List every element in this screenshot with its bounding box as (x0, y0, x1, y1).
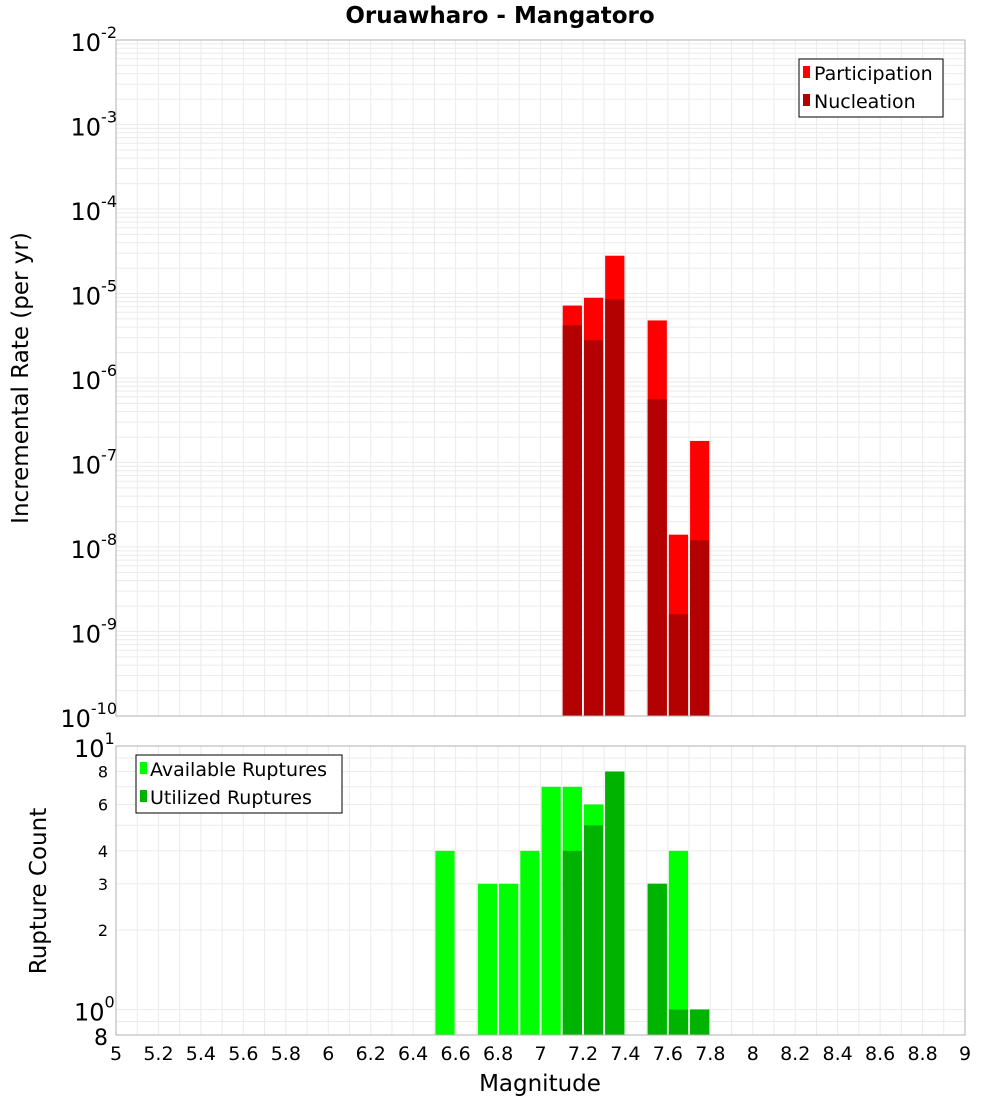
available-ruptures-bar (477, 883, 498, 1035)
x-tick-label: 6.4 (398, 1043, 428, 1065)
chart-title: Oruawharo - Mangatoro (345, 3, 654, 29)
x-tick-label: 8.2 (780, 1043, 810, 1065)
utilized-ruptures-bar (690, 1009, 710, 1035)
bottom-y-minor-tick-label: 8 (94, 1026, 108, 1051)
legend-swatch (803, 66, 810, 78)
utilized-ruptures-bar (668, 1009, 689, 1035)
tick-base: 10 (71, 114, 102, 142)
x-tick-label: 8 (747, 1043, 759, 1065)
nucleation-bar (562, 325, 582, 716)
x-tick-label: 6.8 (483, 1043, 513, 1065)
available-ruptures-bar (668, 850, 689, 1035)
available-ruptures-bar (499, 883, 519, 1035)
x-tick-label: 8.4 (823, 1043, 853, 1065)
top-y-tick-label: 10-7 (71, 446, 118, 480)
nucleation-bar (583, 340, 604, 716)
top-legend-box (798, 58, 944, 118)
x-tick-label: 7 (534, 1043, 546, 1065)
bottom-plot-frame (115, 745, 966, 1036)
bottom-y-minor-tick-label: 6 (98, 795, 108, 814)
bottom-y-tick-label: 101 (74, 729, 115, 763)
top-y-tick-label: 10-9 (71, 615, 118, 649)
bottom-y-minor-tick-label: 4 (98, 842, 108, 861)
top-y-tick-label: 10-10 (60, 699, 117, 733)
legend-label: Nucleation (814, 91, 916, 113)
tick-exponent: -7 (101, 446, 117, 465)
x-axis-label: Magnitude (479, 1071, 601, 1097)
x-tick-label: 8.8 (907, 1043, 937, 1065)
bottom-y-minor-tick-label: 8 (98, 763, 108, 782)
x-tick-label: 5.2 (143, 1043, 173, 1065)
tick-exponent: -4 (101, 192, 117, 211)
legend-label: Utilized Ruptures (150, 787, 312, 809)
tick-exponent: -10 (91, 699, 117, 718)
top-y-tick-label: 10-3 (71, 108, 118, 142)
x-tick-label: 5 (110, 1043, 122, 1065)
legend-swatch (140, 762, 147, 774)
tick-exponent: -5 (101, 277, 117, 296)
legend-label: Participation (814, 63, 933, 85)
tick-exponent: -8 (101, 530, 117, 549)
tick-exponent: -3 (101, 108, 117, 127)
tick-exponent: -2 (101, 23, 117, 42)
top-plot-frame (115, 39, 966, 717)
tick-exponent: 1 (105, 729, 115, 748)
utilized-ruptures-bar (605, 771, 625, 1035)
top-y-tick-label: 10-5 (71, 277, 118, 311)
top-y-tick-label: 10-4 (71, 192, 118, 226)
tick-exponent: -6 (101, 361, 117, 380)
bottom-y-tick-label: 100 (74, 992, 115, 1026)
x-tick-label: 7.4 (610, 1043, 640, 1065)
tick-exponent: 0 (105, 992, 115, 1011)
tick-base: 10 (71, 621, 102, 649)
bottom-y-axis-label: Rupture Count (26, 808, 52, 974)
tick-base: 10 (71, 367, 102, 395)
nucleation-bar (647, 399, 667, 716)
tick-base: 10 (74, 998, 105, 1026)
tick-base: 10 (71, 452, 102, 480)
legend-swatch (140, 790, 147, 802)
x-tick-label: 6 (322, 1043, 334, 1065)
nucleation-bar (690, 540, 710, 716)
utilized-ruptures-bar (583, 825, 604, 1035)
x-tick-label: 9 (959, 1043, 971, 1065)
tick-base: 10 (71, 283, 102, 311)
x-tick-label: 7.6 (653, 1043, 683, 1065)
tick-base: 10 (71, 198, 102, 226)
bottom-y-minor-tick-label: 3 (98, 875, 108, 894)
utilized-ruptures-bar (562, 850, 582, 1035)
x-tick-label: 8.6 (865, 1043, 895, 1065)
available-ruptures-bar (520, 850, 540, 1035)
top-y-tick-label: 10-8 (71, 530, 118, 564)
bottom-legend-box (135, 754, 343, 814)
x-tick-label: 5.8 (271, 1043, 301, 1065)
x-tick-label: 7.2 (568, 1043, 598, 1065)
available-ruptures-bar (541, 786, 561, 1035)
x-tick-label: 6.2 (356, 1043, 386, 1065)
x-tick-label: 5.4 (186, 1043, 216, 1065)
top-y-tick-label: 10-2 (71, 23, 118, 57)
nucleation-bar (605, 299, 625, 716)
tick-base: 10 (71, 29, 102, 57)
legend-swatch (803, 94, 810, 106)
nucleation-bar (668, 614, 689, 716)
bottom-y-minor-tick-label: 2 (98, 921, 108, 940)
top-y-axis-label: Incremental Rate (per yr) (8, 232, 34, 524)
tick-exponent: -9 (101, 615, 117, 634)
tick-base: 10 (74, 735, 105, 763)
x-tick-label: 5.6 (228, 1043, 258, 1065)
legend-label: Available Ruptures (150, 759, 327, 781)
tick-base: 10 (71, 536, 102, 564)
x-tick-label: 7.8 (695, 1043, 725, 1065)
x-tick-label: 6.6 (440, 1043, 470, 1065)
top-y-tick-label: 10-6 (71, 361, 118, 395)
utilized-ruptures-bar (647, 883, 667, 1035)
available-ruptures-bar (435, 850, 455, 1035)
tick-base: 10 (60, 705, 91, 733)
